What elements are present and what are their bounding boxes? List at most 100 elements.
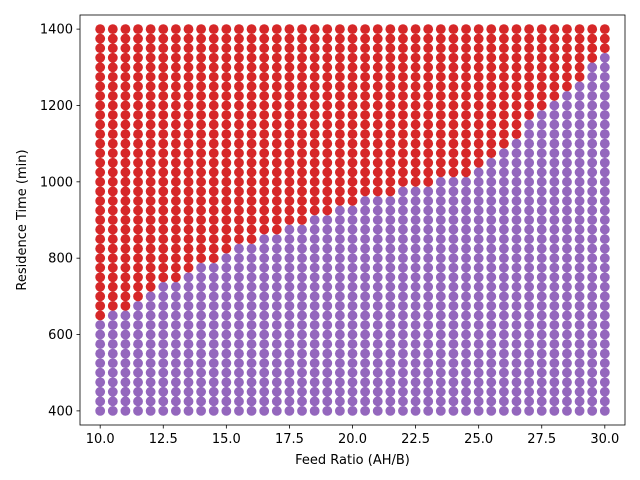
point-below-boundary: [473, 262, 484, 273]
point-above-boundary: [246, 176, 257, 187]
point-above-boundary: [133, 52, 143, 63]
point-below-boundary: [486, 377, 497, 388]
point-below-boundary: [536, 348, 547, 359]
point-below-boundary: [562, 291, 572, 302]
point-below-boundary: [498, 205, 509, 216]
point-above-boundary: [461, 91, 471, 101]
point-above-boundary: [95, 243, 106, 254]
point-below-boundary: [398, 339, 408, 349]
point-below-boundary: [574, 186, 585, 197]
point-below-boundary: [511, 367, 522, 378]
point-above-boundary: [183, 262, 194, 273]
point-above-boundary: [473, 81, 484, 92]
point-below-boundary: [133, 396, 143, 407]
point-above-boundary: [208, 243, 219, 254]
point-below-boundary: [435, 320, 446, 330]
point-below-boundary: [385, 205, 396, 216]
point-below-boundary: [284, 300, 295, 311]
point-below-boundary: [524, 176, 535, 187]
point-above-boundary: [498, 33, 509, 44]
point-below-boundary: [587, 91, 598, 101]
point-above-boundary: [221, 215, 232, 225]
point-above-boundary: [372, 43, 383, 54]
point-below-boundary: [574, 329, 585, 340]
point-above-boundary: [549, 71, 560, 82]
point-above-boundary: [309, 33, 320, 44]
point-below-boundary: [145, 320, 156, 330]
point-above-boundary: [461, 52, 471, 63]
point-above-boundary: [385, 62, 396, 73]
point-below-boundary: [297, 310, 307, 321]
point-above-boundary: [271, 43, 282, 54]
point-above-boundary: [372, 186, 383, 197]
point-below-boundary: [246, 386, 257, 397]
point-above-boundary: [95, 148, 106, 159]
point-below-boundary: [511, 300, 522, 311]
point-below-boundary: [372, 339, 383, 349]
point-below-boundary: [448, 272, 459, 283]
point-below-boundary: [498, 253, 509, 264]
point-below-boundary: [461, 234, 471, 244]
point-above-boundary: [246, 43, 257, 54]
point-below-boundary: [587, 224, 598, 235]
point-below-boundary: [448, 358, 459, 369]
point-above-boundary: [196, 110, 207, 120]
x-tick-label: 30.0: [590, 432, 619, 447]
point-below-boundary: [410, 224, 421, 235]
point-above-boundary: [145, 196, 156, 206]
point-above-boundary: [158, 24, 169, 35]
point-below-boundary: [309, 386, 320, 397]
point-below-boundary: [322, 262, 333, 273]
point-below-boundary: [562, 310, 572, 321]
point-above-boundary: [95, 119, 106, 130]
point-below-boundary: [461, 329, 471, 340]
point-below-boundary: [524, 300, 535, 311]
point-above-boundary: [385, 138, 396, 149]
point-above-boundary: [271, 148, 282, 159]
point-below-boundary: [410, 358, 421, 369]
point-above-boundary: [398, 24, 408, 35]
point-above-boundary: [297, 148, 307, 159]
point-below-boundary: [423, 272, 434, 283]
point-above-boundary: [234, 62, 244, 73]
point-above-boundary: [158, 205, 169, 216]
point-above-boundary: [562, 52, 572, 63]
point-above-boundary: [120, 81, 131, 92]
point-below-boundary: [473, 339, 484, 349]
point-below-boundary: [284, 386, 295, 397]
point-below-boundary: [334, 224, 345, 235]
point-below-boundary: [246, 243, 257, 254]
point-below-boundary: [536, 396, 547, 407]
point-below-boundary: [562, 281, 572, 292]
point-below-boundary: [120, 396, 131, 407]
point-below-boundary: [309, 339, 320, 349]
point-above-boundary: [158, 81, 169, 92]
point-above-boundary: [461, 71, 471, 82]
point-below-boundary: [562, 205, 572, 216]
point-above-boundary: [360, 71, 371, 82]
point-below-boundary: [599, 62, 610, 73]
point-below-boundary: [473, 396, 484, 407]
point-above-boundary: [562, 24, 572, 35]
point-below-boundary: [183, 405, 194, 416]
point-above-boundary: [170, 272, 181, 283]
point-above-boundary: [423, 148, 434, 159]
point-below-boundary: [599, 157, 610, 168]
point-below-boundary: [498, 167, 509, 178]
point-above-boundary: [246, 167, 257, 178]
point-above-boundary: [435, 100, 446, 111]
point-below-boundary: [107, 358, 118, 369]
point-below-boundary: [498, 310, 509, 321]
point-above-boundary: [360, 81, 371, 92]
point-below-boundary: [360, 281, 371, 292]
point-above-boundary: [259, 52, 270, 63]
point-below-boundary: [208, 348, 219, 359]
point-above-boundary: [246, 81, 257, 92]
point-above-boundary: [448, 157, 459, 168]
point-above-boundary: [133, 62, 143, 73]
point-below-boundary: [498, 386, 509, 397]
point-below-boundary: [562, 100, 572, 111]
point-below-boundary: [284, 281, 295, 292]
point-below-boundary: [385, 224, 396, 235]
point-below-boundary: [271, 377, 282, 388]
